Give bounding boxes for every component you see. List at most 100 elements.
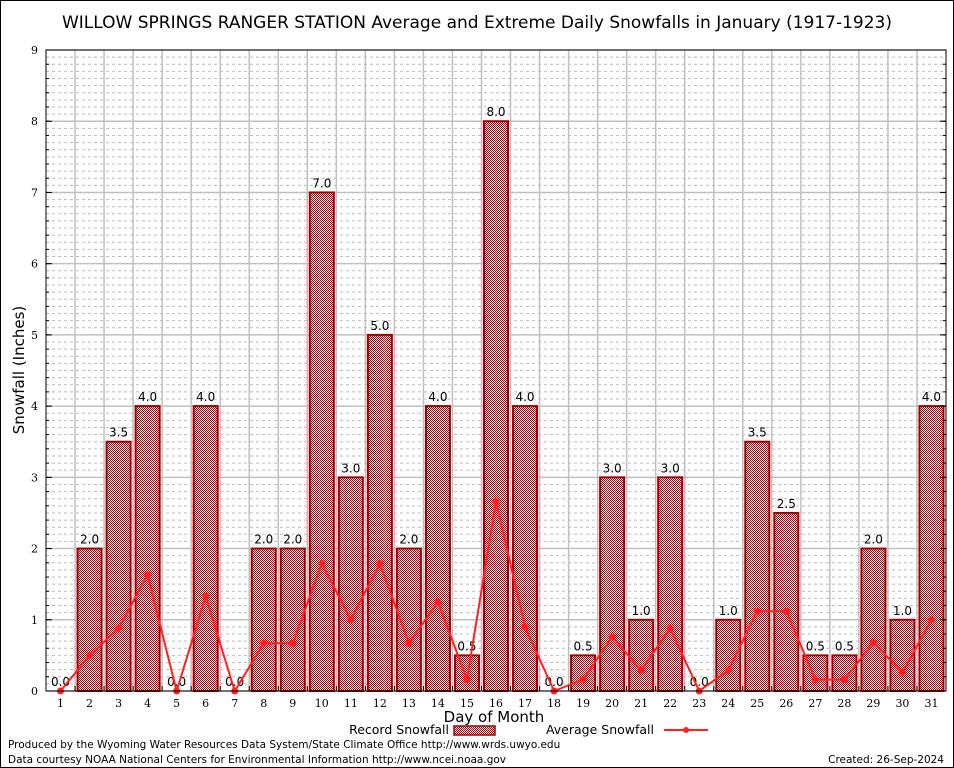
- record-bar: [453, 654, 480, 693]
- x-tick-label: 25: [750, 697, 764, 710]
- chart-title: WILLOW SPRINGS RANGER STATION Average an…: [62, 13, 892, 33]
- x-tick-label: 19: [576, 697, 590, 710]
- average-point: [347, 616, 355, 624]
- record-bar: [657, 476, 684, 693]
- average-point: [492, 498, 500, 506]
- average-point: [521, 623, 529, 631]
- record-bar: [192, 405, 219, 692]
- bar-value-label: 0.0: [225, 675, 244, 689]
- bar-value-label: 2.5: [777, 497, 796, 511]
- bar-value-label: 3.0: [661, 461, 680, 475]
- y-tick-label: 5: [31, 329, 38, 342]
- bar-value-label: 4.0: [922, 390, 941, 404]
- bar-value-label: 8.0: [486, 105, 505, 119]
- average-point: [637, 666, 645, 674]
- x-tick-label: 3: [115, 697, 122, 710]
- x-tick-label: 12: [373, 697, 387, 710]
- plot-border: [45, 49, 947, 692]
- average-point: [463, 676, 471, 684]
- x-tick-label: 14: [431, 697, 445, 710]
- x-tick-label: 28: [837, 697, 851, 710]
- x-tick-label: 17: [518, 697, 532, 710]
- average-point: [608, 633, 616, 641]
- x-tick-label: 27: [808, 697, 822, 710]
- x-tick-label: 4: [144, 697, 151, 710]
- bar-value-label: 3.5: [748, 426, 767, 440]
- x-axis-label: Day of Month: [444, 708, 545, 726]
- y-tick-label: 3: [31, 471, 38, 484]
- average-point: [260, 639, 268, 647]
- record-bar: [628, 618, 655, 692]
- footer-produced-by: Produced by the Wyoming Water Resources …: [8, 739, 560, 751]
- y-tick-label: 0: [31, 685, 38, 698]
- bar-value-label: 3.0: [603, 461, 622, 475]
- record-bar: [744, 440, 771, 692]
- average-point: [318, 560, 326, 568]
- x-tick-label: 22: [663, 697, 677, 710]
- bar-value-label: 0.5: [806, 639, 825, 653]
- average-point: [840, 676, 848, 684]
- record-bar: [918, 405, 945, 692]
- average-point: [115, 624, 123, 632]
- record-bar: [250, 547, 277, 692]
- bar-value-label: 1.0: [893, 604, 912, 618]
- x-tick-label: 29: [866, 697, 880, 710]
- bar-value-label: 2.0: [864, 533, 883, 547]
- average-point: [405, 639, 413, 647]
- average-point: [753, 607, 761, 615]
- x-tick-label: 1: [57, 697, 64, 710]
- average-point: [376, 560, 384, 568]
- average-point: [144, 571, 152, 579]
- record-bar: [366, 333, 393, 692]
- x-tick-label: 30: [895, 697, 909, 710]
- y-tick-label: 6: [31, 258, 38, 271]
- average-line: [57, 498, 935, 695]
- y-axis-label: Snowfall (Inches): [10, 306, 28, 434]
- bar-value-label: 1.0: [719, 604, 738, 618]
- average-point: [666, 624, 674, 632]
- x-tick-label: 11: [344, 697, 358, 710]
- record-bar: [773, 511, 800, 693]
- bar-value-label: 4.0: [428, 390, 447, 404]
- y-tick-label: 9: [31, 44, 38, 57]
- legend: Record Snowfall Average Snowfall: [349, 722, 708, 737]
- record-bar: [570, 654, 597, 693]
- average-point: [869, 639, 877, 647]
- record-bar: [308, 191, 335, 692]
- x-tick-label: 13: [402, 697, 416, 710]
- bar-value-label: 1.0: [632, 604, 651, 618]
- record-bar: [860, 547, 887, 692]
- average-point: [289, 639, 297, 647]
- average-point: [202, 592, 210, 600]
- x-tick-label: 15: [460, 697, 474, 710]
- x-tick-label: 9: [289, 697, 296, 710]
- x-tick-label: 26: [779, 697, 793, 710]
- average-point: [811, 676, 819, 684]
- record-bar: [512, 405, 539, 692]
- average-point: [782, 607, 790, 615]
- x-tick-label: 16: [489, 697, 503, 710]
- y-tick-label: 8: [31, 115, 38, 128]
- bar-value-label: 4.0: [196, 390, 215, 404]
- x-tick-label: 7: [231, 697, 238, 710]
- y-tick-label: 4: [31, 400, 38, 413]
- average-point: [898, 668, 906, 676]
- record-bar: [831, 654, 858, 693]
- record-bar: [76, 547, 103, 692]
- record-bar: [134, 405, 161, 692]
- record-bar: [483, 120, 509, 692]
- bar-value-label: 4.0: [515, 390, 534, 404]
- bar-value-label: 7.0: [312, 176, 331, 190]
- record-bar: [889, 618, 916, 692]
- x-tick-label: 18: [547, 697, 561, 710]
- bar-value-label: 3.5: [109, 426, 128, 440]
- bar-value-label: 3.0: [341, 461, 360, 475]
- bar-value-label: 4.0: [138, 390, 157, 404]
- bar-value-label: 2.0: [254, 533, 273, 547]
- average-point: [724, 666, 732, 674]
- x-tick-label: 20: [605, 697, 619, 710]
- bar-value-label: 5.0: [370, 319, 389, 333]
- x-tick-label: 21: [634, 697, 648, 710]
